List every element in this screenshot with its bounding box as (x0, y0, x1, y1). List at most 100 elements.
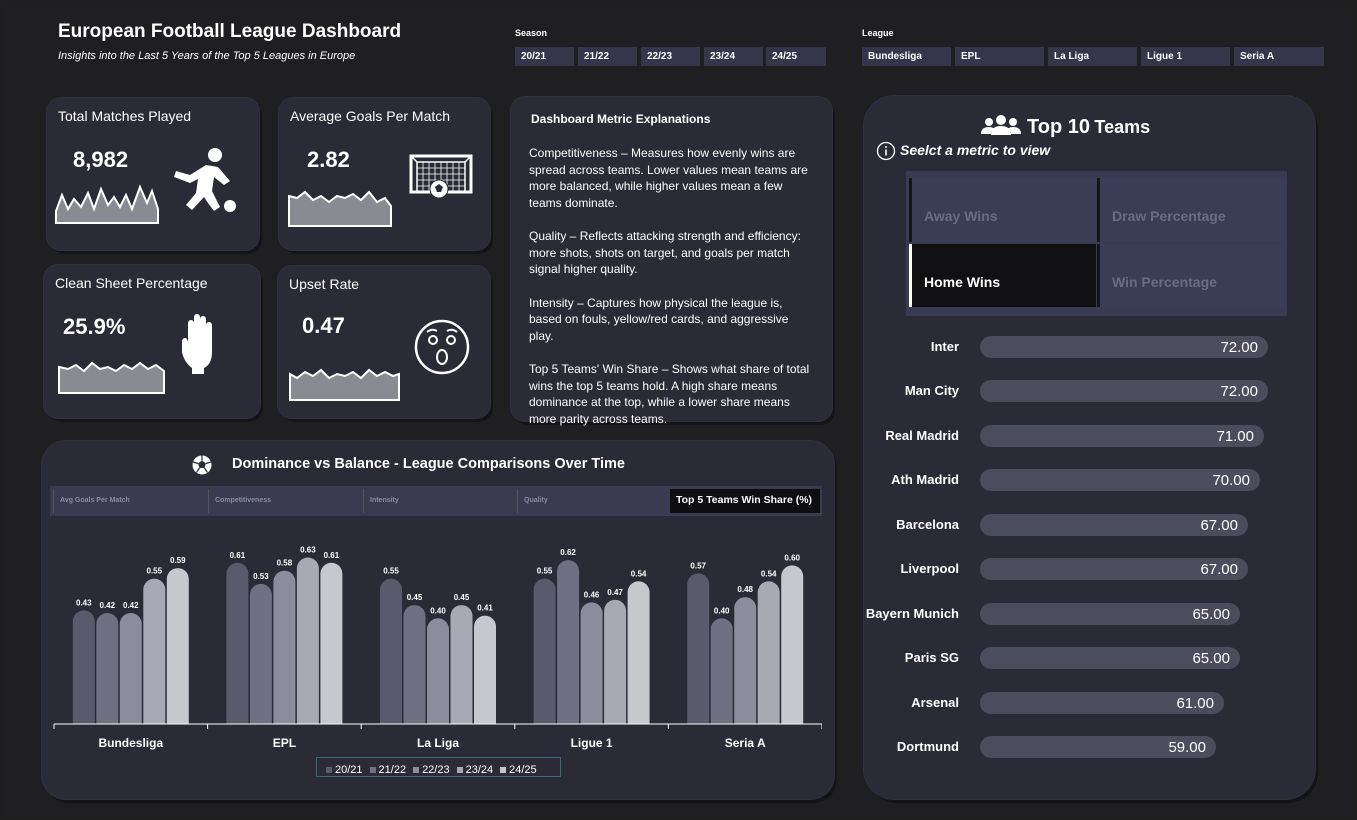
season-option-2122[interactable]: 21/22 (578, 47, 637, 66)
legend-item[interactable]: 23/24 (456, 764, 493, 776)
users-icon (981, 115, 1021, 135)
chart-bar (249, 583, 272, 724)
bar-data-label: 0.40 (714, 606, 730, 615)
chart-bar (450, 605, 473, 724)
legend-item[interactable]: 24/25 (500, 764, 537, 776)
bar-data-label: 0.54 (761, 569, 777, 578)
team-value: 72.00 (1220, 339, 1258, 356)
sparkline (58, 361, 165, 394)
x-axis-label: Ligue 1 (571, 736, 613, 750)
season-option-2223[interactable]: 22/23 (641, 47, 700, 66)
kicker-icon (174, 148, 236, 212)
bar-data-label: 0.61 (230, 551, 246, 560)
bar-data-label: 0.58 (277, 559, 293, 568)
league-option-ligue-1[interactable]: Ligue 1 (1141, 47, 1230, 66)
chart-bar (710, 618, 733, 724)
team-value: 61.00 (1176, 695, 1214, 712)
chart-bar (580, 602, 603, 724)
metric-hint: Seelct a metric to view (900, 142, 1051, 158)
chart-bar (474, 615, 496, 724)
league-option-seria-a[interactable]: Seria A (1234, 47, 1324, 66)
kpi-card-avg-goals: Average Goals Per Match 2.82 (279, 98, 490, 250)
chart-bar (166, 568, 189, 724)
x-axis-label: La Liga (417, 736, 459, 750)
chart-bar (403, 605, 426, 724)
bar-data-label: 0.40 (430, 606, 446, 615)
team-bar: 65.00 (980, 647, 1240, 669)
kpi-value: 8,982 (73, 147, 129, 172)
tab-quality[interactable]: Quality (517, 489, 669, 513)
team-bar: 67.00 (980, 514, 1248, 536)
season-option-2324[interactable]: 23/24 (704, 47, 763, 66)
bar-data-label: 0.46 (584, 590, 600, 599)
explanation-quality: Quality – Reflects attacking strength an… (529, 229, 801, 276)
legend-item[interactable]: 20/21 (326, 764, 363, 776)
team-name: Liverpool (900, 561, 959, 576)
team-bar: 71.00 (980, 425, 1264, 447)
bar-data-label: 0.55 (537, 567, 553, 576)
dashboard-title: European Football League Dashboard (58, 21, 402, 42)
kpi-card-clean-sheet: Clean Sheet Percentage 25.9% (44, 265, 260, 418)
bar-data-label: 0.62 (560, 548, 576, 557)
tab-top5-win-share[interactable]: Top 5 Teams Win Share (%) (670, 489, 820, 513)
league-option-la-liga[interactable]: La Liga (1048, 47, 1137, 66)
kpi-title: Clean Sheet Percentage (55, 275, 208, 291)
tab-competitiveness[interactable]: Competitiveness (208, 489, 360, 513)
bar-data-label: 0.43 (76, 598, 92, 607)
team-name: Bayern Munich (865, 606, 959, 621)
bar-data-label: 0.63 (300, 546, 316, 555)
legend-item[interactable]: 21/22 (369, 764, 406, 776)
season-option-2021[interactable]: 20/21 (515, 47, 574, 66)
bar-data-label: 0.42 (123, 601, 139, 610)
team-value: 59.00 (1168, 739, 1206, 756)
kpi-value: 2.82 (307, 147, 350, 172)
team-name: Paris SG (904, 650, 959, 665)
metric-draw-percentage[interactable]: Draw Percentage (1097, 178, 1284, 242)
sparkline (55, 184, 159, 224)
legend-item[interactable]: 22/23 (413, 764, 450, 776)
league-comparison-chart: 0.43 0.42 0.42 0.55 0.59 Bundesliga 0.61 0.53 0.… (53, 546, 822, 750)
goal-net-icon (409, 154, 473, 199)
bar-data-label: 0.55 (383, 567, 399, 576)
team-name: Dortmund (896, 739, 959, 754)
bar-data-label: 0.45 (407, 593, 423, 602)
chart-bar (320, 562, 343, 724)
tab-intensity[interactable]: Intensity (363, 489, 515, 513)
team-value: 71.00 (1216, 428, 1254, 445)
top-teams-title: Top 10 Teams (1027, 116, 1151, 138)
team-name: Real Madrid (885, 428, 959, 443)
explanations-title: Dashboard Metric Explanations (531, 112, 711, 126)
team-name: Arsenal (911, 695, 959, 710)
bar-data-label: 0.55 (147, 567, 163, 576)
team-name: Man City (904, 383, 959, 398)
tab-avg-goals[interactable]: Avg Goals Per Match (53, 489, 205, 513)
chart-bar (427, 618, 449, 724)
bar-data-label: 0.45 (454, 593, 470, 602)
bar-data-label: 0.61 (324, 551, 340, 560)
x-axis-label: EPL (273, 736, 296, 750)
chart-bar (557, 560, 580, 724)
metric-away-wins[interactable]: Away Wins (909, 178, 1096, 242)
x-axis-label: Bundesliga (98, 736, 163, 750)
chart-bar (781, 565, 804, 724)
metric-win-percentage[interactable]: Win Percentage (1097, 244, 1284, 307)
kpi-card-upset-rate: Upset Rate 0.47 (278, 266, 490, 418)
sparkline (289, 368, 400, 401)
league-option-bundesliga[interactable]: Bundesliga (862, 47, 951, 66)
info-icon (876, 141, 896, 161)
team-bar: 67.00 (980, 558, 1248, 580)
chart-bar (687, 573, 710, 724)
season-option-2425[interactable]: 24/25 (766, 47, 826, 66)
team-value: 67.00 (1200, 517, 1238, 534)
team-name: Barcelona (896, 517, 959, 532)
team-value: 72.00 (1220, 383, 1258, 400)
season-slicer-label: Season (515, 28, 548, 38)
chart-bar (72, 610, 95, 724)
chart-bar (627, 581, 650, 724)
soccer-ball-icon (192, 455, 212, 475)
metric-home-wins[interactable]: Home Wins (909, 244, 1096, 307)
chart-bar (119, 613, 142, 724)
league-option-epl[interactable]: EPL (955, 47, 1044, 66)
chart-bar (533, 578, 556, 724)
comparison-title: Dominance vs Balance - League Comparison… (232, 456, 625, 472)
